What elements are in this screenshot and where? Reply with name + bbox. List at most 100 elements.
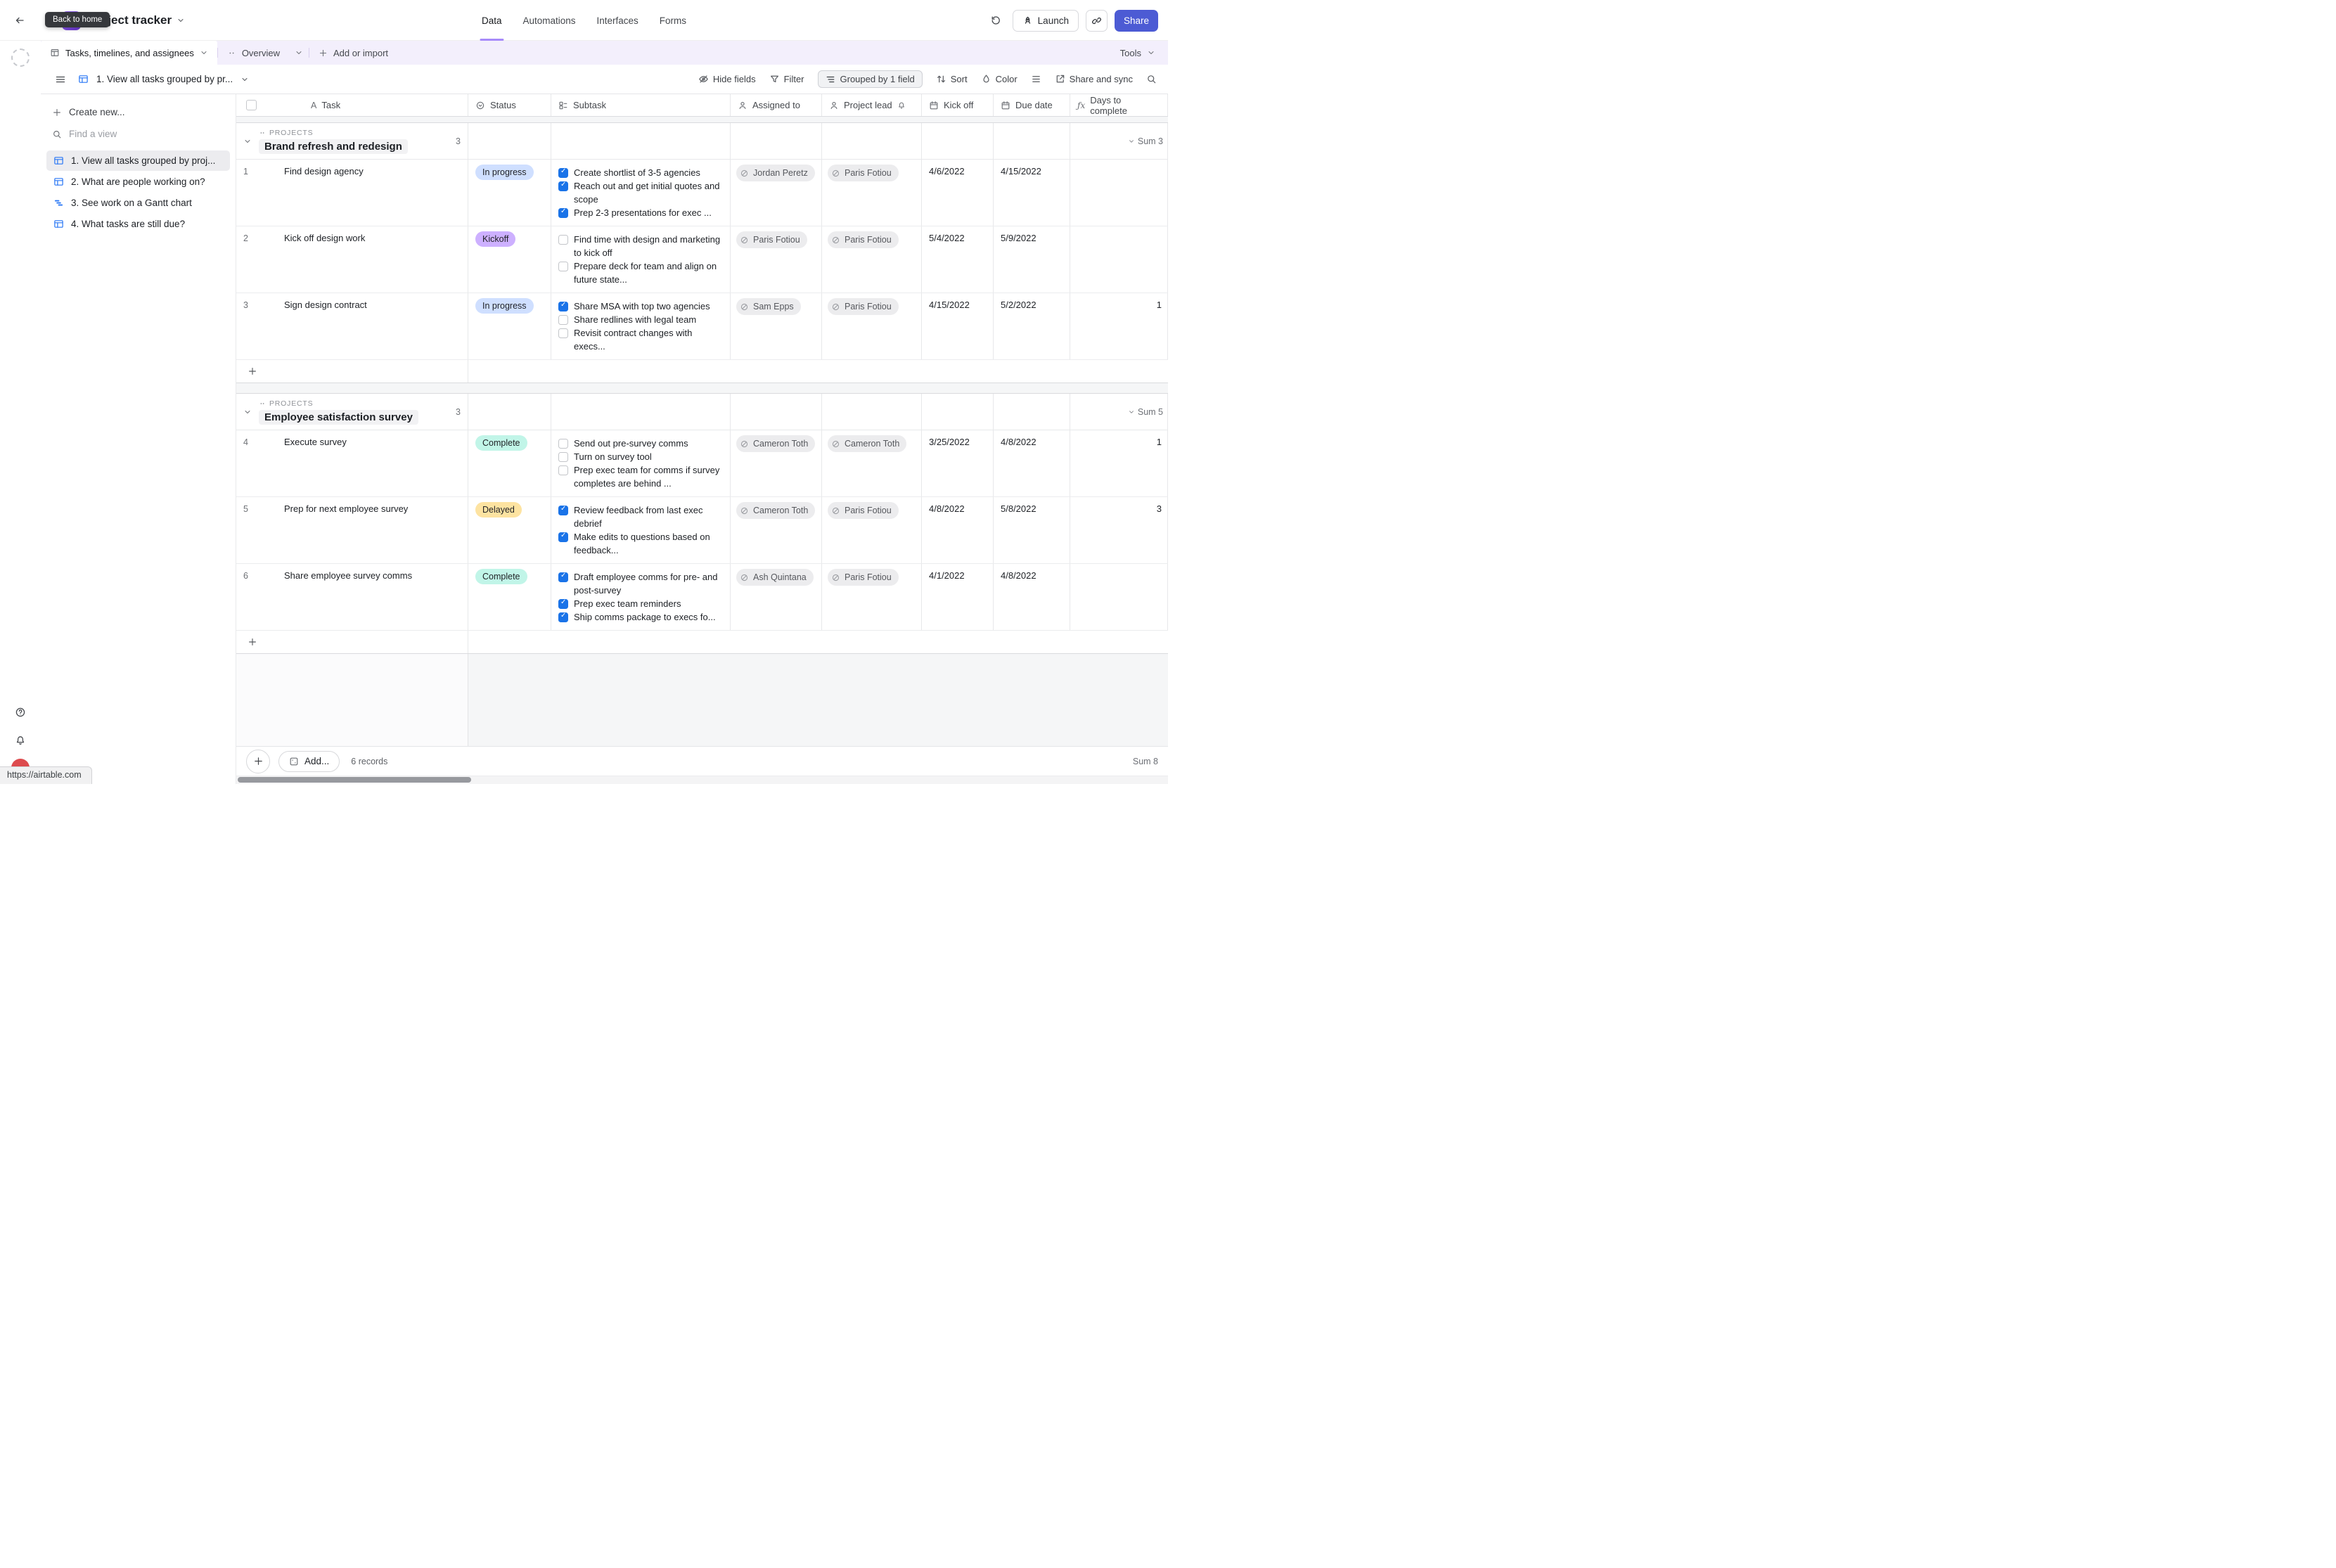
due-date-cell[interactable]: 5/2/2022	[994, 293, 1070, 359]
subtask-checkbox[interactable]	[558, 451, 568, 462]
subtask-checkbox[interactable]	[558, 261, 568, 271]
sort-button[interactable]: Sort	[936, 74, 968, 84]
task-cell[interactable]: 3 Sign design contract	[236, 293, 468, 359]
task-cell[interactable]: 6 Share employee survey comms	[236, 564, 468, 630]
subtask-checkbox[interactable]	[558, 465, 568, 475]
status-cell[interactable]: In progress	[468, 293, 551, 359]
share-link-button[interactable]	[1085, 9, 1108, 32]
notifications-button[interactable]	[11, 731, 30, 750]
hide-fields-button[interactable]: Hide fields	[698, 74, 756, 84]
status-cell[interactable]: Kickoff	[468, 226, 551, 293]
find-view-row[interactable]	[41, 123, 236, 145]
add-record-button[interactable]	[246, 749, 270, 773]
subtask-cell[interactable]: Share MSA with top two agencies Share re…	[551, 293, 731, 359]
assigned-cell[interactable]: Ash Quintana	[731, 564, 822, 630]
subtask-checkbox[interactable]	[558, 598, 568, 609]
assigned-cell[interactable]: Paris Fotiou	[731, 226, 822, 293]
column-header-subtask[interactable]: Subtask	[551, 94, 731, 116]
lead-cell[interactable]: Paris Fotiou	[822, 226, 922, 293]
subtask-checkbox[interactable]	[558, 234, 568, 245]
table-tab-overview[interactable]: Overview	[218, 41, 289, 65]
assigned-cell[interactable]: Jordan Peretz	[731, 160, 822, 226]
share-and-sync-button[interactable]: Share and sync	[1055, 74, 1133, 84]
subtask-cell[interactable]: Review feedback from last exec debrief M…	[551, 497, 731, 563]
sidebar-view-2[interactable]: 2. What are people working on?	[46, 172, 230, 192]
days-cell[interactable]: 1	[1070, 430, 1168, 496]
table-tab-tasks[interactable]: Tasks, timelines, and assignees	[41, 41, 217, 65]
share-button[interactable]: Share	[1114, 9, 1158, 32]
lead-cell[interactable]: Paris Fotiou	[822, 160, 922, 226]
find-view-input[interactable]	[69, 129, 203, 139]
subtask-checkbox[interactable]	[558, 314, 568, 325]
row-height-button[interactable]	[1031, 74, 1041, 84]
tab-data[interactable]: Data	[479, 0, 503, 41]
assigned-cell[interactable]: Cameron Toth	[731, 430, 822, 496]
assigned-cell[interactable]: Cameron Toth	[731, 497, 822, 563]
days-cell[interactable]	[1070, 160, 1168, 226]
launch-button[interactable]: Launch	[1012, 9, 1079, 32]
subtask-cell[interactable]: Draft employee comms for pre- and post-s…	[551, 564, 731, 630]
assigned-cell[interactable]: Sam Epps	[731, 293, 822, 359]
lead-cell[interactable]: Paris Fotiou	[822, 293, 922, 359]
column-header-assigned[interactable]: Assigned to	[731, 94, 822, 116]
tab-interfaces[interactable]: Interfaces	[596, 15, 638, 26]
group-button[interactable]: Grouped by 1 field	[817, 70, 923, 88]
subtask-checkbox[interactable]	[558, 612, 568, 622]
kickoff-cell[interactable]: 4/6/2022	[922, 160, 994, 226]
status-cell[interactable]: Complete	[468, 430, 551, 496]
subtask-checkbox[interactable]	[558, 438, 568, 449]
collapse-chevron-icon[interactable]	[243, 137, 252, 146]
lead-cell[interactable]: Paris Fotiou	[822, 564, 922, 630]
lead-cell[interactable]: Paris Fotiou	[822, 497, 922, 563]
kickoff-cell[interactable]: 4/8/2022	[922, 497, 994, 563]
sidebar-view-3[interactable]: 3. See work on a Gantt chart	[46, 193, 230, 213]
task-cell[interactable]: 5 Prep for next employee survey	[236, 497, 468, 563]
subtask-checkbox[interactable]	[558, 572, 568, 582]
days-cell[interactable]: 3	[1070, 497, 1168, 563]
subtask-checkbox[interactable]	[558, 532, 568, 542]
collapse-chevron-icon[interactable]	[243, 408, 252, 416]
kickoff-cell[interactable]: 3/25/2022	[922, 430, 994, 496]
help-button[interactable]	[11, 702, 30, 722]
subtask-checkbox[interactable]	[558, 328, 568, 338]
chevron-down-icon[interactable]	[240, 75, 249, 84]
due-date-cell[interactable]: 4/8/2022	[994, 564, 1070, 630]
kickoff-cell[interactable]: 4/15/2022	[922, 293, 994, 359]
create-new-button[interactable]: Create new...	[41, 101, 236, 123]
title-chevron-icon[interactable]	[177, 16, 185, 25]
view-sidebar-toggle[interactable]	[51, 70, 70, 89]
subtask-checkbox[interactable]	[558, 207, 568, 218]
task-cell[interactable]: 1 Find design agency	[236, 160, 468, 226]
kickoff-cell[interactable]: 4/1/2022	[922, 564, 994, 630]
current-view-name[interactable]: 1. View all tasks grouped by pr...	[96, 74, 233, 84]
subtask-checkbox[interactable]	[558, 181, 568, 191]
status-cell[interactable]: Complete	[468, 564, 551, 630]
group-summary[interactable]: Sum 3	[1070, 123, 1168, 159]
kickoff-cell[interactable]: 5/4/2022	[922, 226, 994, 293]
subtask-cell[interactable]: Find time with design and marketing to k…	[551, 226, 731, 293]
search-button[interactable]	[1146, 74, 1157, 84]
airtable-logo[interactable]	[11, 49, 30, 67]
add-menu-button[interactable]: Add...	[278, 750, 340, 772]
task-cell[interactable]: 4 Execute survey	[236, 430, 468, 496]
horizontal-scrollbar[interactable]	[236, 776, 1168, 784]
days-cell[interactable]	[1070, 564, 1168, 630]
history-button[interactable]	[986, 11, 1006, 30]
chevron-down-icon[interactable]	[200, 49, 208, 57]
status-cell[interactable]: In progress	[468, 160, 551, 226]
overview-menu-chevron[interactable]	[289, 41, 309, 65]
scrollbar-thumb[interactable]	[238, 777, 471, 783]
column-header-task[interactable]: A Task	[236, 94, 468, 116]
subtask-checkbox[interactable]	[558, 505, 568, 515]
tools-menu[interactable]: Tools	[1111, 41, 1168, 65]
column-header-due[interactable]: Due date	[994, 94, 1070, 116]
column-header-days[interactable]: ƒx Days to complete	[1070, 94, 1168, 116]
filter-button[interactable]: Filter	[769, 74, 804, 84]
tab-forms[interactable]: Forms	[659, 15, 687, 26]
subtask-cell[interactable]: Create shortlist of 3-5 agencies Reach o…	[551, 160, 731, 226]
sidebar-view-1[interactable]: 1. View all tasks grouped by proj...	[46, 150, 230, 171]
add-row[interactable]	[236, 631, 1168, 653]
status-cell[interactable]: Delayed	[468, 497, 551, 563]
add-row[interactable]	[236, 360, 1168, 383]
sidebar-view-4[interactable]: 4. What tasks are still due?	[46, 214, 230, 234]
